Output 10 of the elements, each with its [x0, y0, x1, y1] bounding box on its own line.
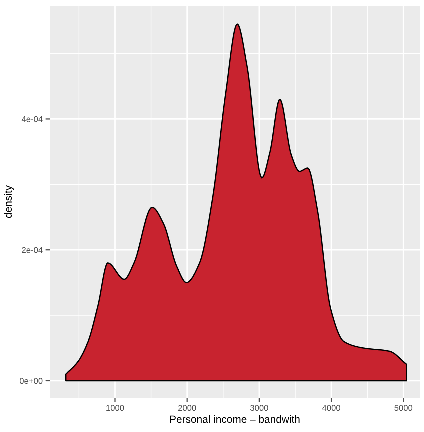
x-tick-label: 5000 — [394, 405, 413, 412]
x-tick-label: 1000 — [106, 405, 124, 412]
y-tick-label: 2e-04 — [22, 247, 43, 254]
x-tick-label: 3000 — [250, 405, 268, 412]
y-tick-label: 0e+00 — [20, 378, 43, 384]
y-axis-title: density — [4, 186, 14, 218]
x-tick-label: 4000 — [322, 405, 340, 412]
x-axis-title: Personal income – bandwith — [170, 415, 300, 424]
x-tick-label: 2000 — [178, 405, 196, 412]
y-tick-label: 4e-04 — [22, 116, 43, 122]
